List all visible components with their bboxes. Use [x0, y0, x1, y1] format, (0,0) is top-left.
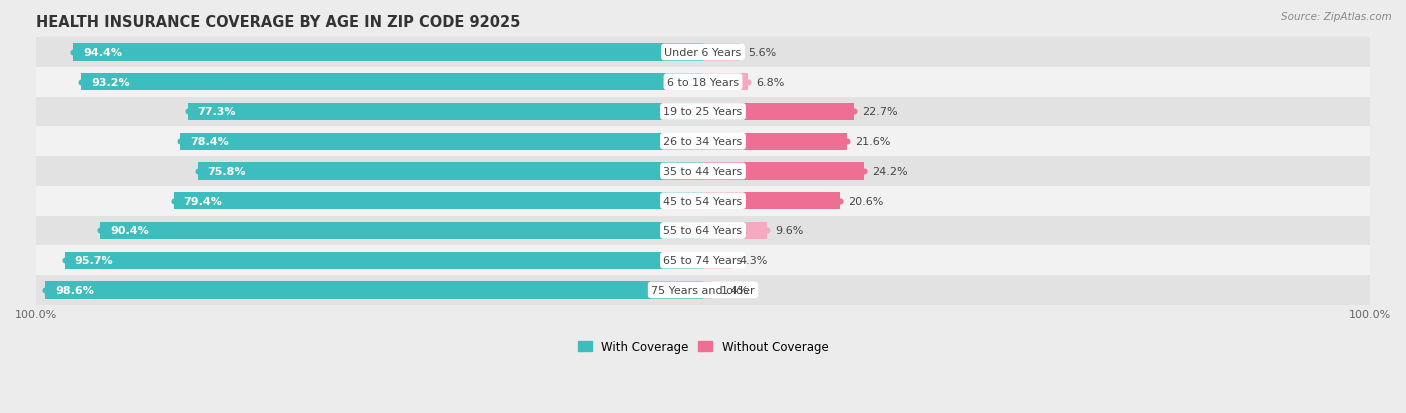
- Point: [835, 138, 858, 145]
- Bar: [100, 222, 703, 240]
- Text: 26 to 34 Years: 26 to 34 Years: [664, 137, 742, 147]
- Bar: [37, 216, 1369, 246]
- Bar: [82, 74, 703, 91]
- Bar: [45, 282, 703, 299]
- Text: 4.3%: 4.3%: [740, 256, 768, 266]
- Text: 79.4%: 79.4%: [184, 196, 222, 206]
- Point: [830, 198, 852, 204]
- Text: 75 Years and older: 75 Years and older: [651, 285, 755, 295]
- Text: 65 to 74 Years: 65 to 74 Years: [664, 256, 742, 266]
- Bar: [37, 38, 1369, 68]
- Bar: [37, 97, 1369, 127]
- Text: 94.4%: 94.4%: [83, 48, 122, 58]
- Bar: [37, 246, 1369, 275]
- Text: 93.2%: 93.2%: [91, 78, 131, 88]
- Text: 22.7%: 22.7%: [862, 107, 898, 117]
- Legend: With Coverage, Without Coverage: With Coverage, Without Coverage: [572, 335, 834, 358]
- Text: 21.6%: 21.6%: [855, 137, 890, 147]
- Bar: [197, 163, 703, 180]
- Text: 9.6%: 9.6%: [775, 226, 803, 236]
- Point: [730, 50, 752, 56]
- Bar: [180, 133, 703, 150]
- Point: [176, 109, 198, 116]
- Point: [62, 50, 84, 56]
- Text: 6.8%: 6.8%: [756, 78, 785, 88]
- Point: [853, 168, 876, 175]
- Text: 45 to 54 Years: 45 to 54 Years: [664, 196, 742, 206]
- Text: 1.4%: 1.4%: [720, 285, 749, 295]
- Bar: [703, 163, 865, 180]
- Bar: [37, 68, 1369, 97]
- Bar: [703, 74, 748, 91]
- Text: 19 to 25 Years: 19 to 25 Years: [664, 107, 742, 117]
- Text: HEALTH INSURANCE COVERAGE BY AGE IN ZIP CODE 92025: HEALTH INSURANCE COVERAGE BY AGE IN ZIP …: [37, 15, 520, 30]
- Point: [186, 168, 208, 175]
- Bar: [703, 44, 741, 62]
- Text: 5.6%: 5.6%: [748, 48, 776, 58]
- Point: [169, 138, 191, 145]
- Bar: [703, 192, 841, 210]
- Bar: [37, 127, 1369, 157]
- Point: [34, 287, 56, 294]
- Bar: [703, 282, 713, 299]
- Point: [737, 79, 759, 86]
- Point: [702, 287, 724, 294]
- Point: [162, 198, 184, 204]
- Bar: [703, 104, 855, 121]
- Text: 77.3%: 77.3%: [197, 107, 236, 117]
- Text: Under 6 Years: Under 6 Years: [665, 48, 741, 58]
- Text: 95.7%: 95.7%: [75, 256, 114, 266]
- Point: [756, 228, 779, 234]
- Text: 20.6%: 20.6%: [848, 196, 884, 206]
- Bar: [65, 252, 703, 269]
- Bar: [703, 252, 731, 269]
- Text: 98.6%: 98.6%: [55, 285, 94, 295]
- Bar: [173, 192, 703, 210]
- Point: [844, 109, 866, 116]
- Text: 24.2%: 24.2%: [872, 166, 908, 176]
- Bar: [73, 44, 703, 62]
- Bar: [703, 222, 768, 240]
- Point: [89, 228, 111, 234]
- Point: [720, 257, 742, 264]
- Bar: [703, 133, 846, 150]
- Text: Source: ZipAtlas.com: Source: ZipAtlas.com: [1281, 12, 1392, 22]
- Bar: [187, 104, 703, 121]
- Point: [53, 257, 76, 264]
- Text: 55 to 64 Years: 55 to 64 Years: [664, 226, 742, 236]
- Text: 75.8%: 75.8%: [208, 166, 246, 176]
- Bar: [37, 186, 1369, 216]
- Point: [70, 79, 93, 86]
- Bar: [37, 157, 1369, 186]
- Text: 6 to 18 Years: 6 to 18 Years: [666, 78, 740, 88]
- Text: 78.4%: 78.4%: [190, 137, 229, 147]
- Text: 35 to 44 Years: 35 to 44 Years: [664, 166, 742, 176]
- Text: 90.4%: 90.4%: [110, 226, 149, 236]
- Bar: [37, 275, 1369, 305]
